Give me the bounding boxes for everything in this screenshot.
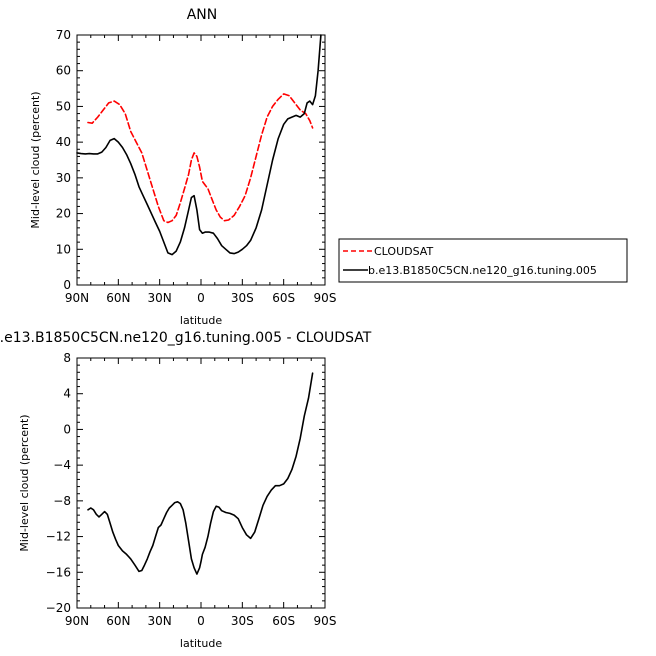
bottom-x-tick-label: 30N [148, 614, 172, 628]
top-chart-title: ANN [187, 7, 218, 23]
top-y-tick-label: 60 [56, 64, 71, 78]
top-x-tick-label: 90S [314, 291, 337, 305]
bottom-y-tick-label: 4 [63, 387, 71, 401]
bottom-x-tick-label: 90S [314, 614, 337, 628]
bottom-y-tick-label: 8 [63, 351, 71, 365]
bottom-y-axis-label: Mid-level cloud (percent) [18, 414, 31, 551]
top-y-tick-label: 40 [56, 135, 71, 149]
top-x-tick-label: 60N [106, 291, 130, 305]
top-x-axis-label: latitude [180, 314, 222, 327]
legend-label-cloudsat: CLOUDSAT [374, 245, 433, 258]
bottom-x-tick-label: 60N [106, 614, 130, 628]
top-series-line-model [76, 34, 322, 256]
bottom-series-line-difference [87, 372, 314, 575]
top-y-axis-label: Mid-level cloud (percent) [29, 91, 42, 228]
bottom-x-tick-label: 90N [65, 614, 89, 628]
top-y-tick-label: 70 [56, 28, 71, 42]
top-x-tick-label: 90N [65, 291, 89, 305]
bottom-chart-panel: b.e13.B1850C5CN.ne120_g16.tuning.005 - C… [0, 330, 372, 650]
top-x-tick-label: 60S [272, 291, 295, 305]
legend-box [338, 238, 628, 283]
top-x-tick-label: 0 [197, 291, 205, 305]
top-y-tick-label: 0 [63, 278, 71, 292]
bottom-x-tick-label: 30S [231, 614, 254, 628]
bottom-y-tick-label: −8 [53, 494, 71, 508]
top-y-tick-label: 20 [56, 207, 71, 221]
bottom-y-tick-label: 0 [63, 422, 71, 436]
top-y-tick-label: 50 [56, 99, 71, 113]
bottom-x-tick-label: 60S [272, 614, 295, 628]
top-series-line-cloudsat [87, 93, 314, 224]
top-x-tick-label: 30S [231, 291, 254, 305]
bottom-y-tick-label: −12 [46, 530, 71, 544]
top-x-tick-label: 30N [148, 291, 172, 305]
top-chart-legend: CLOUDSAT b.e13.B1850C5CN.ne120_g16.tunin… [338, 238, 628, 283]
top-y-tick-label: 10 [56, 242, 71, 256]
bottom-y-tick-label: −4 [53, 458, 71, 472]
bottom-x-axis-label: latitude [180, 637, 222, 650]
bottom-x-tick-label: 0 [197, 614, 205, 628]
legend-label-model: b.e13.B1850C5CN.ne120_g16.tuning.005 [368, 264, 597, 277]
top-y-tick-label: 30 [56, 171, 71, 185]
bottom-y-tick-label: −20 [46, 601, 71, 615]
bottom-y-tick-label: −16 [46, 565, 71, 579]
bottom-chart-title: b.e13.B1850C5CN.ne120_g16.tuning.005 - C… [0, 330, 372, 346]
